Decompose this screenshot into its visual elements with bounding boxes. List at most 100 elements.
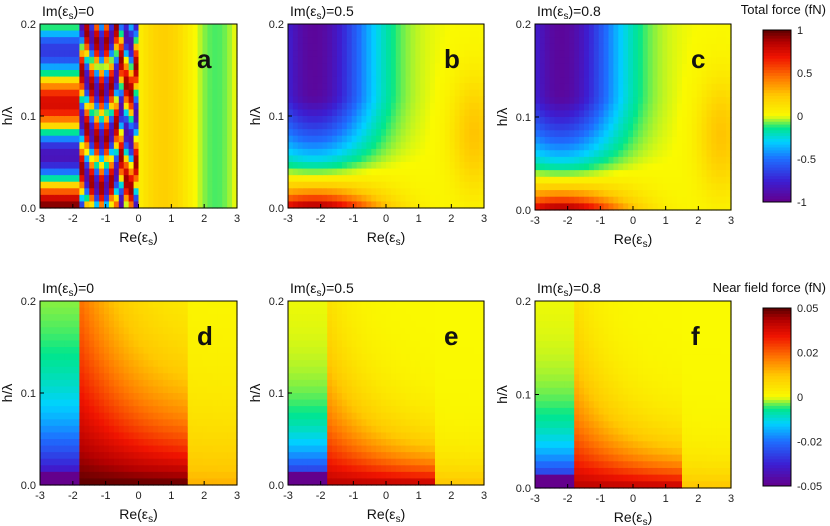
heatmap-cell (59, 314, 66, 322)
heatmap-cell (177, 399, 184, 407)
y-tick-label: 0.0 (516, 205, 531, 217)
heatmap-cell (40, 314, 46, 322)
heatmap-cell (554, 57, 561, 65)
heatmap-cell (128, 445, 135, 453)
heatmap-cell (652, 50, 659, 58)
heatmap-cell (628, 77, 634, 85)
heatmap-cell (148, 379, 154, 388)
heatmap-cell (113, 181, 120, 189)
heatmap-cell (138, 327, 145, 335)
heatmap-cell (657, 176, 663, 185)
heatmap-cell (332, 307, 338, 315)
heatmap-cell (327, 471, 333, 480)
heatmap-cell (207, 366, 213, 374)
heatmap-cell (40, 425, 46, 434)
heatmap-cell (217, 129, 223, 137)
heatmap-cell (192, 201, 199, 209)
heatmap-cell (312, 320, 318, 328)
heatmap-cell (672, 136, 678, 145)
heatmap-cell (172, 30, 179, 38)
heatmap-cell (474, 181, 480, 189)
heatmap-cell (94, 471, 100, 480)
heatmap-cell (642, 183, 649, 191)
heatmap-cell (54, 63, 61, 71)
heatmap-cell (168, 56, 174, 65)
heatmap-cell (292, 56, 299, 65)
heatmap-cell (187, 399, 194, 407)
heatmap-cell (99, 63, 105, 71)
heatmap-cell (405, 116, 412, 124)
y-tick-label: 0.2 (21, 296, 36, 308)
heatmap-cell (317, 366, 323, 374)
heatmap-cell (356, 194, 363, 203)
heatmap-cell (182, 327, 189, 335)
heatmap-cell (40, 56, 46, 65)
heatmap-cell (579, 30, 585, 38)
x-tick-label: -1 (101, 213, 111, 225)
heatmap-cell (69, 116, 76, 124)
heatmap-cell (618, 50, 624, 58)
heatmap-cell (89, 432, 95, 440)
heatmap-cell (128, 30, 135, 38)
heatmap-cell (123, 347, 130, 355)
heatmap-cell (292, 425, 299, 434)
heatmap-cell (84, 162, 90, 170)
heatmap-cell (302, 379, 309, 388)
heatmap-cell (312, 135, 318, 143)
heatmap-cell (172, 162, 179, 170)
heatmap-cell (395, 76, 402, 84)
heatmap-cell (187, 406, 194, 414)
heatmap-cell (415, 37, 421, 45)
heatmap-cell (444, 201, 451, 209)
heatmap-cell (657, 70, 663, 78)
heatmap-cell (361, 50, 367, 58)
heatmap-cell (64, 56, 71, 65)
heatmap-cell (44, 194, 51, 203)
heatmap-cell (346, 471, 353, 480)
heatmap-cell (584, 190, 590, 198)
heatmap-cell (637, 156, 644, 165)
heatmap-cell (74, 425, 80, 434)
heatmap-cell (168, 43, 174, 51)
heatmap-cell (133, 24, 140, 32)
heatmap-cell (153, 37, 159, 45)
heatmap-cell (89, 445, 95, 453)
heatmap-cell (535, 63, 541, 72)
heatmap-cell (64, 399, 71, 407)
heatmap-cell (642, 103, 649, 111)
heatmap-cell (153, 70, 159, 78)
heatmap-cell (356, 122, 363, 130)
heatmap-cell (202, 175, 209, 183)
heatmap-cell (138, 478, 145, 486)
heatmap-cell (307, 201, 314, 209)
heatmap-cell (686, 103, 693, 111)
heatmap-cell (405, 89, 412, 97)
heatmap-cell (79, 129, 85, 137)
heatmap-cell (444, 109, 451, 117)
heatmap-cell (69, 83, 76, 91)
heatmap-cell (89, 30, 95, 38)
heatmap-cell (652, 43, 659, 52)
heatmap-cell (454, 63, 461, 71)
heatmap-cell (123, 135, 130, 143)
heatmap-cell (322, 70, 328, 78)
heatmap-cell (64, 412, 71, 420)
heatmap-cell (682, 110, 688, 118)
heatmap-cell (356, 386, 363, 394)
heatmap-cell (346, 366, 353, 374)
heatmap-cell (138, 162, 145, 170)
heatmap-cell (376, 135, 382, 143)
heatmap-cell (376, 109, 382, 117)
heatmap-cell (89, 333, 95, 342)
heatmap-cell (118, 135, 125, 143)
heatmap-cell (346, 373, 353, 381)
heatmap-cell (588, 90, 595, 98)
heatmap-cell (212, 129, 218, 137)
heatmap-cell (677, 110, 683, 118)
heatmap-cell (435, 148, 441, 157)
heatmap-cell (312, 24, 318, 32)
heatmap-cell (297, 373, 304, 381)
heatmap-cell (192, 393, 199, 401)
heatmap-cell (94, 439, 100, 447)
heatmap-cell (327, 162, 333, 170)
